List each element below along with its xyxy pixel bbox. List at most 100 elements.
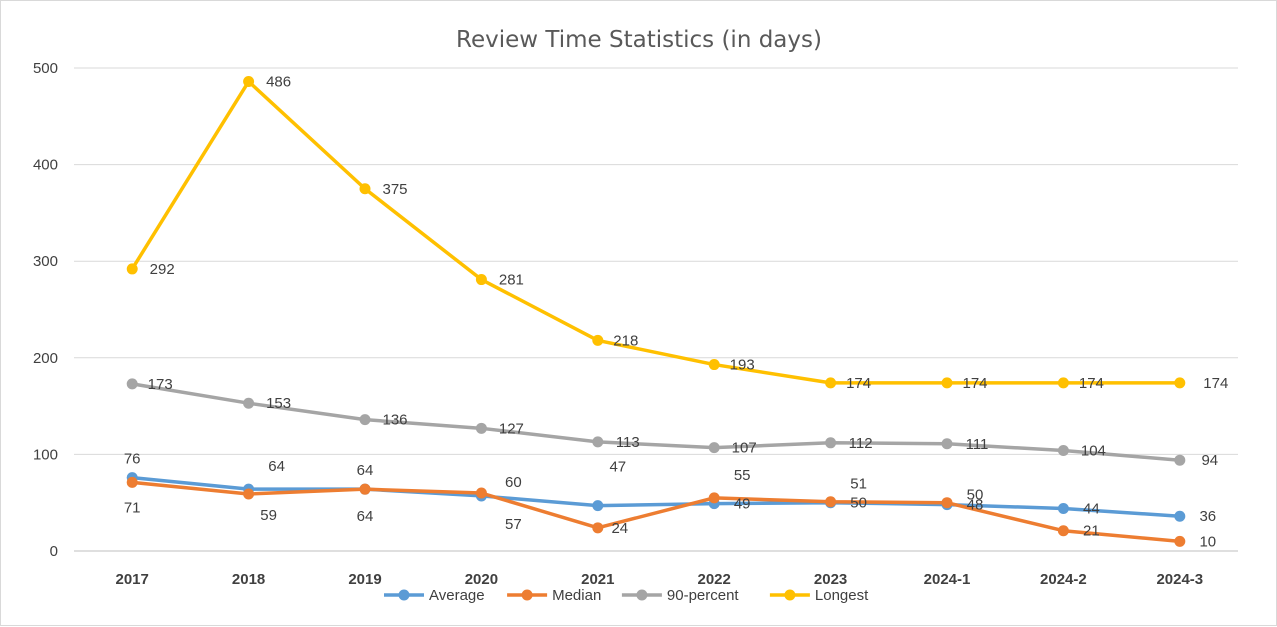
data-point[interactable] bbox=[243, 76, 255, 88]
data-label: 21 bbox=[1083, 523, 1100, 540]
x-tick-label: 2024-2 bbox=[1040, 571, 1087, 588]
legend-marker bbox=[521, 589, 533, 601]
data-point[interactable] bbox=[941, 438, 953, 450]
x-tick-label: 2020 bbox=[465, 571, 498, 588]
data-label: 218 bbox=[613, 332, 638, 349]
data-label: 112 bbox=[849, 435, 873, 452]
data-point[interactable] bbox=[1174, 510, 1186, 522]
data-point[interactable] bbox=[708, 492, 720, 504]
legend: Average Median 90-percent Longest bbox=[384, 587, 869, 604]
data-point[interactable] bbox=[1057, 445, 1069, 457]
legend-label: 90-percent bbox=[667, 587, 740, 604]
data-label: 94 bbox=[1201, 452, 1218, 469]
data-point[interactable] bbox=[825, 496, 837, 508]
data-label: 76 bbox=[124, 451, 141, 468]
data-point[interactable] bbox=[1057, 377, 1069, 389]
series-line bbox=[130, 382, 1182, 462]
series-line bbox=[130, 79, 1182, 385]
series-longest bbox=[126, 76, 1186, 389]
series-line bbox=[130, 475, 1182, 518]
y-tick-label: 300 bbox=[33, 253, 58, 270]
y-tick-label: 400 bbox=[33, 157, 58, 174]
x-tick-label: 2024-3 bbox=[1156, 571, 1203, 588]
data-label: 57 bbox=[505, 516, 522, 533]
data-point[interactable] bbox=[708, 359, 720, 371]
data-label: 44 bbox=[1083, 500, 1100, 517]
data-point[interactable] bbox=[941, 497, 953, 509]
data-label: 49 bbox=[734, 496, 751, 513]
data-label: 48 bbox=[967, 497, 984, 514]
data-point[interactable] bbox=[941, 377, 953, 389]
legend-label: Longest bbox=[815, 587, 869, 604]
series-line bbox=[130, 480, 1182, 544]
data-label: 174 bbox=[1203, 375, 1228, 392]
legend-item-median[interactable]: Median bbox=[507, 587, 601, 604]
data-label: 113 bbox=[616, 434, 640, 451]
series-median bbox=[126, 476, 1186, 547]
data-point[interactable] bbox=[592, 522, 604, 534]
x-tick-label: 2022 bbox=[698, 571, 731, 588]
x-tick-label: 2024-1 bbox=[924, 571, 971, 588]
data-point[interactable] bbox=[1057, 502, 1069, 514]
legend-marker bbox=[636, 589, 648, 601]
data-label: 71 bbox=[124, 499, 141, 516]
data-point[interactable] bbox=[592, 436, 604, 448]
legend-item-longest[interactable]: Longest bbox=[769, 587, 869, 604]
data-point[interactable] bbox=[359, 183, 371, 195]
data-label: 193 bbox=[730, 357, 755, 374]
series-90-percent bbox=[126, 378, 1186, 466]
legend-marker bbox=[784, 589, 796, 601]
data-label: 50 bbox=[850, 495, 867, 512]
chart-title: Review Time Statistics (in days) bbox=[456, 27, 822, 53]
y-tick-label: 200 bbox=[33, 350, 58, 367]
data-point[interactable] bbox=[475, 487, 487, 499]
data-point[interactable] bbox=[1057, 525, 1069, 537]
data-point[interactable] bbox=[592, 500, 604, 512]
x-tick-label: 2019 bbox=[348, 571, 381, 588]
data-point[interactable] bbox=[1174, 454, 1186, 466]
data-label: 174 bbox=[962, 375, 987, 392]
data-point[interactable] bbox=[126, 378, 138, 390]
data-label: 55 bbox=[734, 467, 751, 484]
data-point[interactable] bbox=[126, 476, 138, 488]
y-tick-label: 100 bbox=[33, 446, 58, 463]
data-label: 153 bbox=[266, 395, 291, 412]
data-label: 111 bbox=[966, 436, 989, 453]
data-point[interactable] bbox=[359, 483, 371, 495]
data-label: 64 bbox=[357, 462, 374, 479]
data-label: 375 bbox=[382, 181, 407, 198]
data-point[interactable] bbox=[708, 442, 720, 454]
data-point[interactable] bbox=[243, 397, 255, 409]
data-point[interactable] bbox=[126, 263, 138, 275]
data-point[interactable] bbox=[243, 488, 255, 500]
data-point[interactable] bbox=[359, 414, 371, 426]
gridlines bbox=[74, 67, 1238, 552]
data-label: 127 bbox=[499, 420, 524, 437]
data-label: 281 bbox=[499, 272, 524, 289]
data-label: 10 bbox=[1199, 533, 1216, 550]
data-label: 104 bbox=[1081, 443, 1106, 460]
data-label: 36 bbox=[1199, 508, 1216, 525]
series-group bbox=[126, 76, 1186, 547]
legend-label: Median bbox=[552, 587, 601, 604]
data-label: 24 bbox=[611, 520, 628, 537]
data-point[interactable] bbox=[1174, 377, 1186, 389]
data-label: 174 bbox=[846, 375, 871, 392]
data-label: 51 bbox=[850, 476, 867, 493]
data-point[interactable] bbox=[475, 422, 487, 434]
y-tick-label: 500 bbox=[33, 60, 58, 77]
data-label: 292 bbox=[150, 261, 175, 278]
legend-item-average[interactable]: Average bbox=[384, 587, 485, 604]
data-label: 47 bbox=[609, 459, 626, 476]
data-point[interactable] bbox=[475, 274, 487, 286]
data-point[interactable] bbox=[1174, 535, 1186, 547]
legend-item-90-percent[interactable]: 90-percent bbox=[621, 587, 740, 604]
legend-marker bbox=[398, 589, 410, 601]
x-tick-label: 2018 bbox=[232, 571, 265, 588]
data-point[interactable] bbox=[825, 377, 837, 389]
data-label: 64 bbox=[268, 458, 285, 475]
data-point[interactable] bbox=[592, 334, 604, 346]
data-point[interactable] bbox=[825, 437, 837, 449]
